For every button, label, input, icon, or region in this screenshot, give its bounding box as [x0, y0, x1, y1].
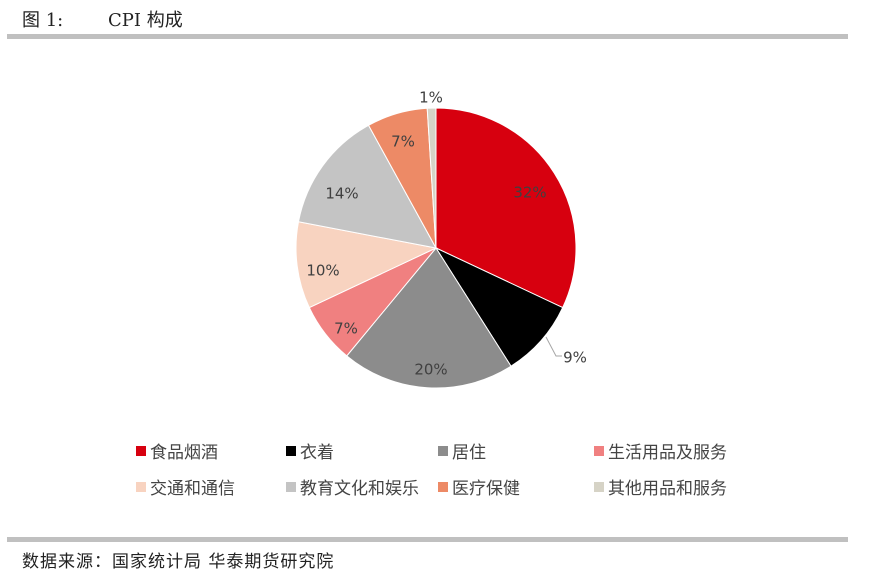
legend-swatch	[136, 445, 146, 456]
slice-label: 9%	[563, 349, 587, 367]
legend-label: 其他用品和服务	[608, 479, 727, 499]
leader-line	[545, 336, 562, 357]
figure-number: 图 1:	[22, 10, 64, 31]
pie-slice	[435, 107, 577, 309]
pie-slice	[434, 246, 564, 367]
pie-slice	[346, 247, 512, 389]
slice-label: 7%	[391, 133, 415, 151]
data-source: 数据来源：国家统计局 华泰期货研究院	[22, 552, 335, 572]
legend-swatch	[286, 445, 296, 456]
pie-labels: 32% 9% 20% 7% 10% 14% 7% 1%	[306, 89, 587, 379]
legend-label: 医疗保健	[452, 479, 520, 499]
legend-item: 交通和通信	[136, 474, 235, 499]
legend-swatch	[438, 445, 448, 456]
legend-swatch	[594, 481, 604, 492]
legend-label: 交通和通信	[150, 479, 235, 499]
pie-slice	[295, 221, 438, 309]
legend-item: 居住	[438, 438, 486, 463]
legend-label: 教育文化和娱乐	[300, 479, 419, 499]
slice-label: 20%	[414, 361, 447, 379]
legend-item: 衣着	[286, 438, 334, 463]
legend-swatch	[286, 481, 296, 492]
legend-label: 生活用品及服务	[608, 443, 727, 463]
slice-label: 10%	[306, 262, 339, 280]
pie-slice	[426, 107, 437, 249]
pie-slices	[295, 107, 577, 389]
legend-swatch	[136, 481, 146, 492]
pie-slice	[297, 124, 437, 249]
slice-label: 32%	[513, 184, 546, 202]
legend-item: 生活用品及服务	[594, 438, 727, 463]
figure-title: 图 1: CPI 构成	[22, 6, 183, 32]
legend-label: 居住	[452, 443, 486, 463]
bottom-divider	[7, 537, 848, 542]
legend-label: 衣着	[300, 443, 334, 463]
slice-label: 14%	[325, 185, 358, 203]
legend-item: 其他用品和服务	[594, 474, 727, 499]
slice-label: 1%	[419, 89, 443, 107]
legend-item: 教育文化和娱乐	[286, 474, 419, 499]
legend-item: 食品烟酒	[136, 438, 218, 463]
slice-label: 7%	[334, 320, 358, 338]
figure-title-text: CPI 构成	[108, 10, 183, 31]
top-divider	[7, 34, 848, 39]
legend-label: 食品烟酒	[150, 443, 218, 463]
legend-item: 医疗保健	[438, 474, 520, 499]
legend-swatch	[438, 481, 448, 492]
legend-swatch	[594, 445, 604, 456]
